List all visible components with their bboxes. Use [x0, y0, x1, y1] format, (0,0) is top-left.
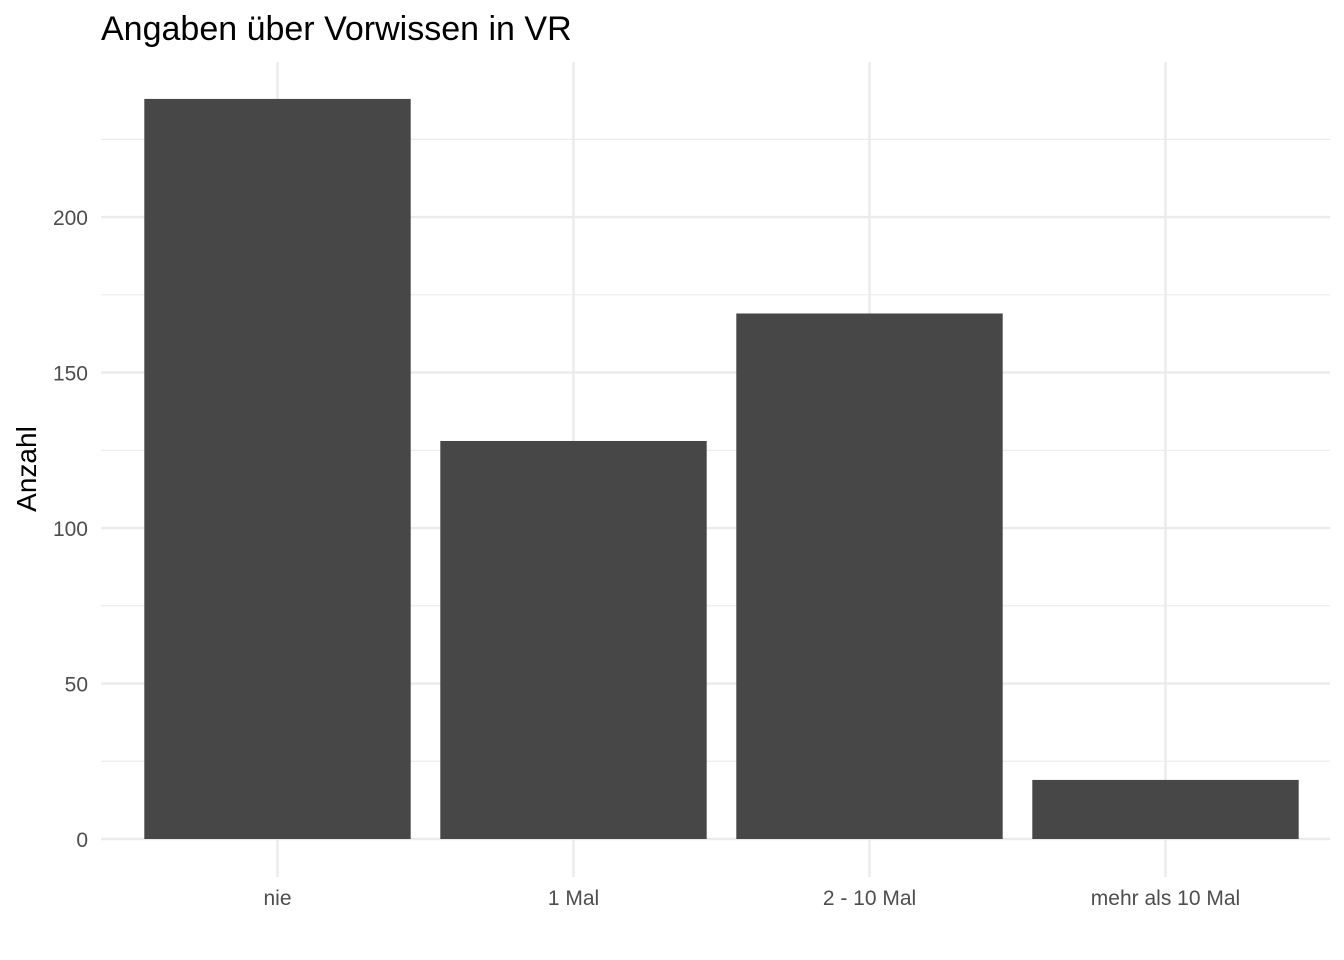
y-tick-label: 50 — [65, 674, 88, 697]
y-tick-label: 150 — [53, 363, 88, 386]
chart-title: Angaben über Vorwissen in VR — [101, 10, 572, 48]
x-axis-ticks: nie 1 Mal 2 - 10 Mal mehr als 10 Mal — [263, 887, 1240, 910]
x-tick-label: mehr als 10 Mal — [1091, 887, 1240, 910]
x-tick-label: 2 - 10 Mal — [823, 887, 916, 910]
x-tick-label: nie — [263, 887, 291, 910]
x-tick-label: 1 Mal — [548, 887, 599, 910]
bar-1 — [440, 440, 707, 839]
bar-3 — [1032, 779, 1299, 839]
y-tick-label: 200 — [53, 207, 88, 230]
y-axis-ticks: 0 50 100 150 200 — [53, 207, 88, 852]
bar-2 — [736, 313, 1003, 839]
y-axis-label: Anzahl — [11, 426, 42, 512]
y-tick-label: 0 — [76, 829, 88, 852]
bar-0 — [144, 98, 411, 839]
bars — [144, 98, 1299, 839]
y-tick-label: 100 — [53, 518, 88, 541]
